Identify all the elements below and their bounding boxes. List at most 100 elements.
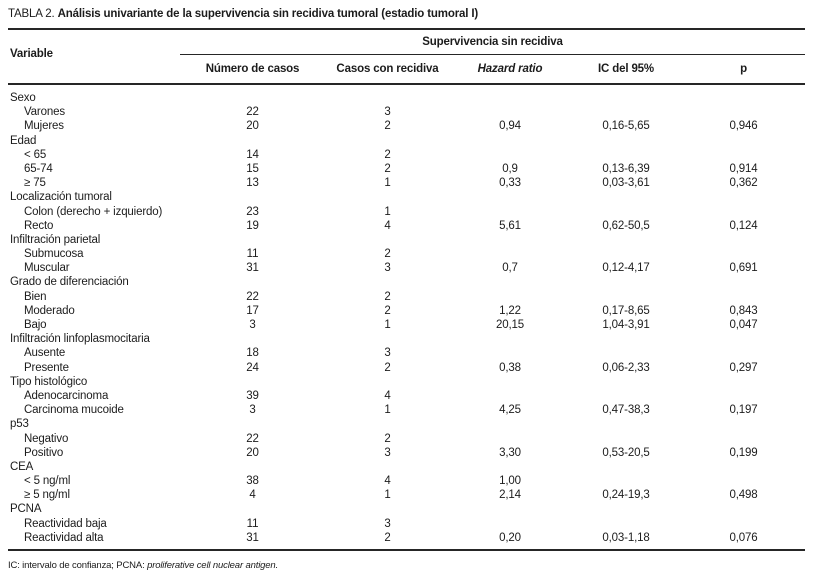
cell-numero-de-casos [180,190,325,204]
cell-ic-95 [570,247,682,261]
cell-ic-95 [570,432,682,446]
cell-hazard-ratio: 0,20 [499,531,521,544]
cell-numero-de-casos: 39 [246,389,259,402]
cell-ic-95: 0,62-50,5 [602,219,650,232]
cell-hazard-ratio [450,148,570,162]
cell-ic-95: 0,13-6,39 [602,162,650,175]
cell-p: 0,197 [729,404,758,417]
cell-numero-de-casos: 11 [246,517,259,530]
cell-p: 0,691 [729,262,758,275]
cell-numero-de-casos [180,417,325,431]
cell-ic-95 [570,148,682,162]
cell-hazard-ratio: 0,33 [499,177,521,190]
cell-p [682,91,805,105]
cell-variable: Positivo [24,446,64,459]
cell-hazard-ratio: 20,15 [495,319,525,331]
cell-variable: Ausente [24,347,66,360]
cell-numero-de-casos [180,502,325,516]
cell-casos-con-recidiva: 1 [384,177,391,190]
cell-numero-de-casos: 22 [246,290,259,303]
cell-ic-95 [570,275,682,289]
cell-casos-con-recidiva [325,91,450,105]
cell-hazard-ratio [450,517,570,531]
table-row: Tipo histológico [8,375,805,389]
cell-variable: ≥ 5 ng/ml [24,489,70,502]
cell-hazard-ratio [450,290,570,304]
cell-casos-con-recidiva [325,275,450,289]
cell-ic-95 [570,91,682,105]
cell-variable: Negativo [24,432,69,445]
cell-casos-con-recidiva [325,460,450,474]
cell-casos-con-recidiva [325,417,450,431]
cell-p [682,432,805,446]
table-row: 65-74 15 2 0,9 0,13-6,39 0,914 [8,162,805,176]
cell-casos-con-recidiva: 3 [384,446,391,459]
cell-casos-con-recidiva: 2 [384,120,391,133]
cell-ic-95: 0,16-5,65 [602,120,650,133]
cell-variable: Infiltración linfoplasmocitaria [10,333,150,346]
cell-ic-95 [570,474,682,488]
cell-p: 0,498 [729,489,758,502]
table-row: p53 [8,417,805,431]
cell-ic-95 [570,460,682,474]
cell-p [682,148,805,162]
cell-ic-95 [570,105,682,119]
table-title: TABLA 2. Análisis univariante de la supe… [8,0,805,30]
cell-hazard-ratio: 3,30 [499,446,521,459]
cell-variable: Varones [24,106,65,119]
cell-numero-de-casos: 3 [249,404,256,417]
cell-numero-de-casos [180,134,325,148]
cell-ic-95 [570,290,682,304]
cell-numero-de-casos: 31 [246,262,259,275]
cell-p [682,417,805,431]
cell-numero-de-casos: 4 [249,489,256,502]
cell-ic-95: 0,03-1,18 [602,531,650,544]
column-header-ic-95: IC del 95% [597,63,655,75]
cell-variable: Adenocarcinoma [24,389,109,402]
cell-hazard-ratio: 4,25 [499,404,521,417]
table-row: Moderado 17 2 1,22 0,17-8,65 0,843 [8,304,805,318]
cell-numero-de-casos: 19 [246,219,259,232]
cell-hazard-ratio: 1,00 [499,475,521,488]
cell-casos-con-recidiva: 4 [384,219,391,232]
cell-variable: Muscular [24,262,70,275]
cell-casos-con-recidiva: 2 [384,248,391,261]
cell-ic-95: 0,12-4,17 [602,262,650,275]
cell-p [682,233,805,247]
cell-p: 0,843 [729,304,758,317]
cell-numero-de-casos: 38 [246,475,259,488]
table-row: Bajo 3 1 20,15 1,04-3,91 0,047 [8,318,805,332]
cell-numero-de-casos: 15 [246,162,259,175]
cell-numero-de-casos: 23 [246,205,259,218]
cell-numero-de-casos: 22 [246,106,259,119]
table-row: Reactividad alta 31 2 0,20 0,03-1,18 0,0… [8,531,805,545]
cell-hazard-ratio [450,91,570,105]
cell-hazard-ratio [450,346,570,360]
cell-hazard-ratio [450,375,570,389]
cell-casos-con-recidiva: 2 [384,162,391,175]
cell-casos-con-recidiva: 2 [384,290,391,303]
cell-casos-con-recidiva: 2 [384,304,391,317]
table-row: Ausente 18 3 [8,346,805,360]
cell-numero-de-casos: 13 [246,177,259,190]
table-row: Mujeres 20 2 0,94 0,16-5,65 0,946 [8,119,805,133]
cell-variable: Localización tumoral [10,191,112,204]
table-number-label: TABLA 2. [8,8,55,20]
column-header-variable: Variable [10,47,53,60]
cell-numero-de-casos: 20 [246,446,259,459]
cell-casos-con-recidiva: 2 [384,148,391,161]
cell-p [682,105,805,119]
table-title-text: Análisis univariante de la supervivencia… [57,8,479,20]
spanner-header-supervivencia: Supervivencia sin recidiva [180,30,805,55]
table-row: Sexo [8,91,805,105]
table-row: Colon (derecho + izquierdo) 23 1 [8,205,805,219]
cell-casos-con-recidiva [325,190,450,204]
table-row: Grado de diferenciación [8,275,805,289]
cell-ic-95: 0,53-20,5 [602,446,650,459]
cell-ic-95 [570,205,682,219]
cell-variable: Submucosa [24,248,84,261]
cell-casos-con-recidiva: 3 [384,262,391,275]
table-row: Recto 19 4 5,61 0,62-50,5 0,124 [8,219,805,233]
column-header-casos-con-recidiva: Casos con recidiva [336,63,439,75]
